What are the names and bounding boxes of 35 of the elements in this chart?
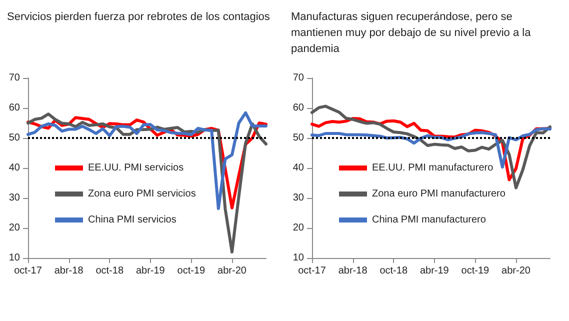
y-tick-label: 70 (292, 72, 304, 84)
x-tick-label: oct-18 (96, 266, 124, 276)
y-tick-label: 70 (8, 72, 20, 84)
x-tick-label: abr-20 (502, 266, 531, 276)
legend-label: EE.UU. PMI manufacturero (372, 162, 494, 174)
legend-label: EE.UU. PMI servicios (88, 162, 184, 174)
x-tick-label: oct-19 (177, 266, 206, 276)
chart-title: Servicios pierden fuerza por rebrotes de los contagios (7, 11, 270, 23)
legend-label: Zona euro PMI servicios (88, 188, 196, 200)
y-tick-label: 20 (8, 222, 20, 234)
legend-label: China PMI servicios (88, 214, 176, 226)
y-tick-label: 20 (292, 222, 304, 234)
legend-label: Zona euro PMI manufacturero (372, 188, 506, 200)
x-tick-label: oct-19 (461, 266, 490, 276)
y-tick-label: 10 (292, 252, 304, 264)
x-tick-label: abr-20 (218, 266, 247, 276)
legend-label: China PMI manufacturero (372, 214, 486, 226)
y-tick-label: 50 (292, 132, 304, 144)
x-tick-label: abr-19 (136, 266, 166, 276)
y-tick-label: 60 (8, 102, 20, 114)
y-tick-label: 30 (8, 192, 20, 204)
x-tick-label: oct-17 (14, 266, 42, 276)
x-tick-label: abr-19 (420, 266, 450, 276)
x-tick-label: oct-18 (380, 266, 408, 276)
line-series (310, 104, 552, 190)
x-tick-label: abr-18 (338, 266, 368, 276)
y-tick-label: 40 (292, 162, 304, 174)
y-tick-label: 30 (292, 192, 304, 204)
x-tick-label: abr-18 (54, 266, 84, 276)
chart-title: Manufacturas siguen recuperándose, pero se mantienen muy por debajo de su nivel previo a la pandemia (291, 11, 534, 55)
x-tick-label: oct-17 (298, 266, 326, 276)
y-tick-label: 40 (8, 162, 20, 174)
y-tick-label: 60 (292, 102, 304, 114)
y-tick-label: 50 (8, 132, 20, 144)
y-tick-label: 10 (8, 252, 20, 264)
